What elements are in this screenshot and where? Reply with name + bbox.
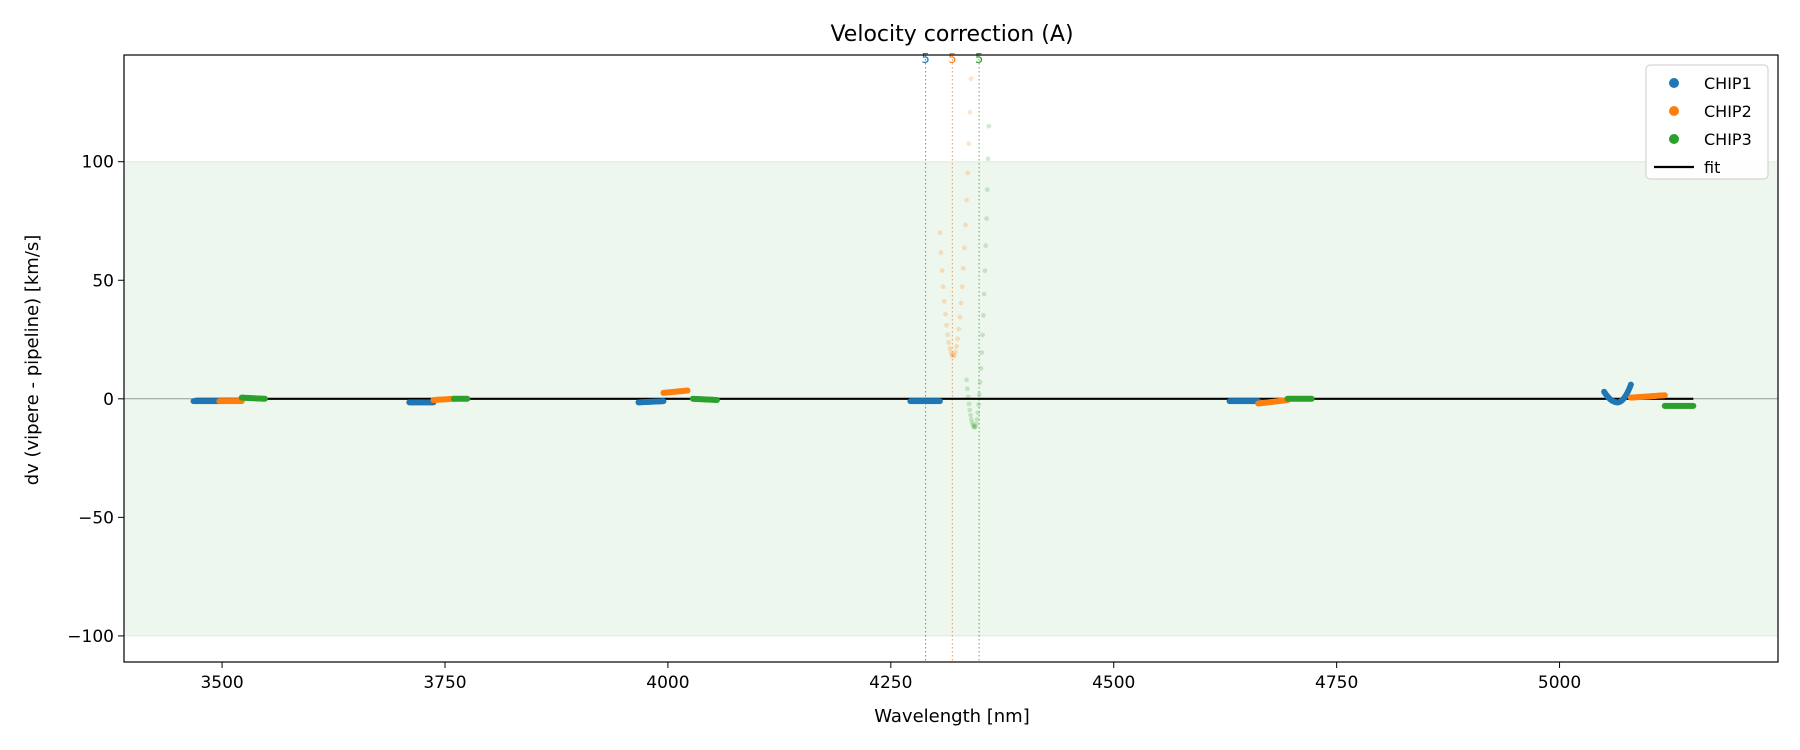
outlier-point (956, 326, 962, 332)
outlier-point (951, 352, 957, 358)
outlier-point (938, 250, 944, 255)
outlier-point (972, 424, 977, 430)
outlier-point (977, 379, 983, 385)
x-axis-label: Wavelength [nm] (874, 706, 1030, 727)
outlier-point (978, 366, 984, 371)
legend-box (1645, 64, 1769, 180)
outlier-point (943, 311, 948, 317)
outlier-point (961, 245, 967, 251)
y-axis-label: dv (vipere - pipeline) [km/s] (22, 235, 43, 486)
outlier-point (983, 243, 989, 248)
y-tick-label: 50 (92, 271, 114, 291)
outlier-point (947, 346, 953, 351)
outlier-point (959, 284, 965, 290)
outlier-point (948, 350, 954, 356)
vertical-marker-label: 5 (975, 52, 983, 67)
x-tick-label: 5000 (1538, 673, 1581, 693)
x-tick-label: 3750 (423, 673, 466, 693)
data-point (1690, 402, 1697, 409)
data-point (1661, 392, 1668, 399)
outlier-point (944, 322, 949, 328)
data-point (660, 398, 667, 405)
outlier-point (980, 313, 986, 318)
outlier-point (972, 424, 978, 429)
outlier-point (954, 343, 959, 349)
outlier-point (974, 416, 980, 422)
x-tick-label: 4250 (869, 673, 912, 693)
outlier-point (966, 141, 972, 147)
vertical-marker-label: 5 (948, 52, 956, 67)
outlier-point (966, 401, 972, 407)
data-point (464, 395, 471, 402)
chart-marks: 5 5 5 (190, 52, 1697, 662)
outlier-point (945, 332, 951, 338)
outlier-point (970, 422, 976, 428)
outlier-point (968, 412, 973, 418)
outlier-point (986, 123, 992, 129)
outlier-point (958, 300, 964, 306)
data-point (684, 387, 691, 394)
outlier-point (965, 170, 971, 176)
outlier-point (964, 197, 970, 203)
outlier-point (957, 314, 963, 320)
data-point (936, 398, 943, 405)
outlier-point (940, 284, 946, 290)
x-tick-label: 4000 (646, 673, 689, 693)
legend-label: fit (1704, 158, 1720, 177)
outlier-point (953, 349, 958, 355)
outlier-point (949, 352, 955, 358)
y-tick-label: −100 (67, 627, 114, 647)
legend-swatch-dot (1669, 134, 1679, 144)
axes: 3500 3750 4000 4250 4500 4750 5000 −100 −50 0 50 10… (67, 54, 1779, 693)
plot-frame (123, 54, 1779, 663)
legend-swatch-dot (1669, 78, 1679, 88)
data-point (261, 395, 268, 402)
x-tick-label: 4750 (1315, 673, 1358, 693)
outlier-point (960, 265, 966, 271)
outlier-point (964, 386, 970, 392)
outlier-point (969, 420, 975, 426)
legend-label: CHIP2 (1704, 102, 1752, 121)
data-point (1627, 381, 1634, 388)
outlier-point (939, 268, 945, 273)
legend-swatch-dot (1669, 106, 1679, 116)
outlier-point (963, 222, 968, 228)
x-tick-label: 3500 (200, 673, 243, 693)
outlier-point (985, 156, 991, 162)
outlier-point (937, 230, 943, 236)
legend: CHIP1 CHIP2 CHIP3 fit (1645, 64, 1769, 180)
legend-label: CHIP1 (1704, 74, 1752, 93)
outlier-point (976, 391, 982, 397)
outlier-point (981, 291, 987, 297)
outlier-point (968, 76, 974, 82)
y-tick-label: 100 (82, 153, 114, 173)
x-tick-label: 4500 (1092, 673, 1135, 693)
outlier-point (968, 417, 974, 422)
outlier-point (967, 407, 973, 413)
outlier-point (984, 216, 989, 221)
outlier-point (971, 424, 977, 430)
outlier-point (950, 353, 956, 359)
outlier-point (964, 377, 970, 383)
outlier-point (955, 336, 961, 342)
legend-label: CHIP3 (1704, 130, 1752, 149)
outlier-point (973, 421, 979, 427)
data-point (713, 396, 720, 403)
y-tick-label: −50 (78, 508, 114, 528)
outlier-point (941, 298, 947, 304)
outlier-point (984, 187, 990, 192)
outlier-point (976, 402, 981, 407)
y-tick-label: 0 (103, 390, 114, 410)
vertical-marker-label: 5 (921, 52, 929, 67)
outlier-point (979, 350, 985, 356)
outlier-point (946, 340, 952, 345)
outlier-point (980, 332, 985, 338)
chart-title: Velocity correction (A) (830, 22, 1073, 47)
outlier-point (975, 410, 981, 416)
outlier-point (967, 109, 973, 115)
outlier-point (982, 268, 988, 274)
data-point (1308, 395, 1315, 402)
